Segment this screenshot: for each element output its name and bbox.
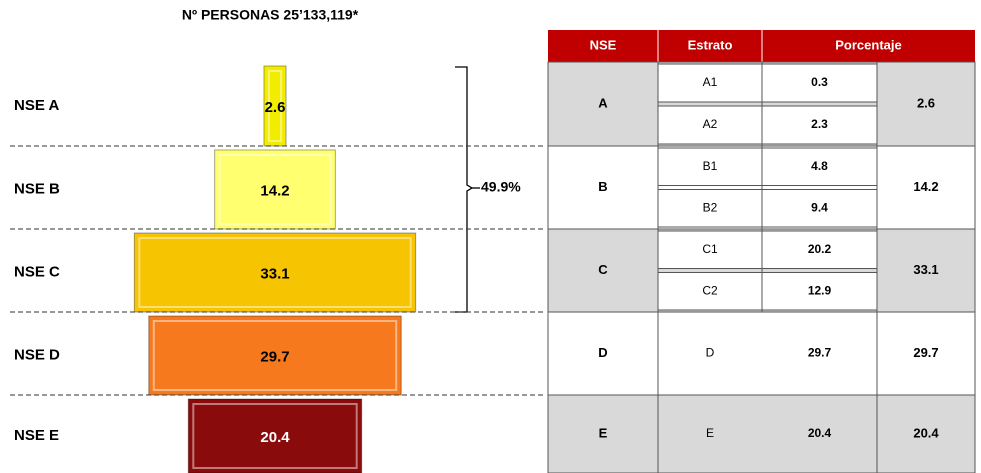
stratum-cell: [657, 147, 878, 186]
category-label: NSE C: [14, 263, 60, 280]
stratum-cell: [657, 230, 878, 269]
stratum-value: 9.4: [811, 200, 828, 214]
stratum-cell: [657, 63, 878, 103]
nse-cell: B: [598, 179, 607, 194]
annotation: 49.9%: [481, 179, 521, 195]
bar: [214, 149, 336, 230]
header-cell: Estrato: [688, 37, 733, 52]
category-label: NSE D: [14, 346, 60, 363]
chart-title: Nº PERSONAS 25’133,119*: [182, 7, 359, 23]
bar-bevel: [218, 154, 332, 225]
stratum-value: 20.4: [808, 426, 832, 440]
stratum-name: C2: [702, 283, 718, 297]
bar-bevel: [267, 70, 283, 142]
stratum-value: 2.3: [811, 117, 828, 131]
bar-bevel: [192, 403, 358, 469]
table-row: [547, 311, 976, 396]
stratum-name: D: [706, 346, 715, 360]
total-cell: 20.4: [913, 425, 939, 440]
total-cell: 33.1: [913, 262, 938, 277]
bar: [187, 398, 363, 473]
bar: [133, 232, 417, 313]
bar: [148, 315, 402, 396]
total-cell: 2.6: [917, 95, 935, 110]
total-cell: 29.7: [913, 345, 938, 360]
bar-label: 2.6: [265, 99, 286, 116]
stratum-name: A2: [703, 117, 718, 131]
stratum-value: 0.3: [811, 75, 828, 89]
bracket: [455, 66, 474, 313]
bar-bevel: [152, 320, 398, 391]
stratum-name: B2: [703, 200, 718, 214]
stratum-name: E: [706, 426, 714, 440]
stratum-cell: [657, 272, 878, 311]
table-row: [547, 394, 976, 473]
header-cell: NSE: [590, 37, 617, 52]
nse-cell: E: [599, 425, 608, 440]
stratum-value: 12.9: [808, 283, 832, 297]
stratum-cell: [657, 105, 878, 145]
stratum-cell: [657, 189, 878, 228]
category-label: NSE A: [14, 97, 59, 114]
category-label: NSE B: [14, 180, 60, 197]
bar-label: 14.2: [260, 182, 289, 199]
category-label: NSE E: [14, 427, 59, 444]
bar-label: 33.1: [260, 265, 289, 282]
nse-cell: D: [598, 345, 607, 360]
bar-bevel: [138, 237, 412, 308]
nse-cell: C: [598, 262, 608, 277]
stratum-value: 20.2: [808, 242, 832, 256]
bar-label: 29.7: [260, 348, 289, 365]
header-cell: Porcentaje: [835, 37, 901, 52]
bar-label: 20.4: [260, 429, 290, 446]
stratum-value: 29.7: [808, 346, 832, 360]
nse-cell: A: [598, 95, 608, 110]
total-cell: 14.2: [913, 179, 938, 194]
stratum-name: C1: [702, 242, 718, 256]
stratum-name: B1: [703, 159, 718, 173]
stratum-value: 4.8: [811, 159, 828, 173]
stratum-name: A1: [703, 75, 718, 89]
